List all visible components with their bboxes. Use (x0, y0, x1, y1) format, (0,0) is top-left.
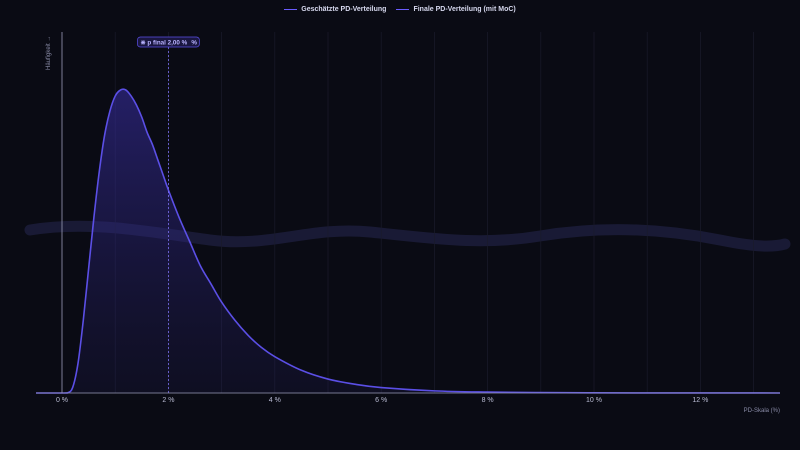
axes: Häufigkeit → PD-Skala (%) (36, 32, 780, 414)
y-axis-label: Häufigkeit → (46, 36, 52, 70)
x-tick-label: 8 % (482, 397, 494, 404)
pfinal-label: p final 2,00 % (147, 40, 187, 47)
legend-item-estimated[interactable]: Geschätzte PD-Verteilung (284, 6, 386, 13)
x-tick-label: 2 % (162, 397, 174, 404)
x-tick-label: 10 % (586, 397, 602, 404)
x-tick-label: 4 % (269, 397, 281, 404)
x-tick-label: 12 % (692, 397, 708, 404)
legend-item-final[interactable]: Finale PD-Verteilung (mit MoC) (396, 6, 516, 13)
pfinal-annotation: ⋇ p final 2,00 % % (137, 36, 200, 393)
distribution-area (36, 88, 781, 394)
pfinal-label-box[interactable] (137, 36, 200, 48)
legend-label-estimated: Geschätzte PD-Verteilung (301, 6, 387, 13)
x-tick-label: 0 % (56, 397, 68, 404)
legend-swatch-final (396, 9, 410, 10)
distribution-fill (36, 89, 780, 394)
legend-label-final: Finale PD-Verteilung (mit MoC) (413, 6, 516, 13)
chart-legend: Geschätzte PD-Verteilung Finale PD-Verte… (0, 6, 800, 13)
series-line-final (36, 88, 781, 394)
x-axis-label: PD-Skala (%) (744, 408, 780, 414)
legend-swatch-estimated (284, 9, 298, 10)
x-tick-labels: 0 % 2 % 4 % 6 % 8 % 10 % 12 % (56, 397, 708, 404)
chart-icon: ⋇ (140, 40, 145, 47)
x-tick-label: 6 % (375, 397, 387, 404)
percent-icon: % (191, 40, 197, 47)
